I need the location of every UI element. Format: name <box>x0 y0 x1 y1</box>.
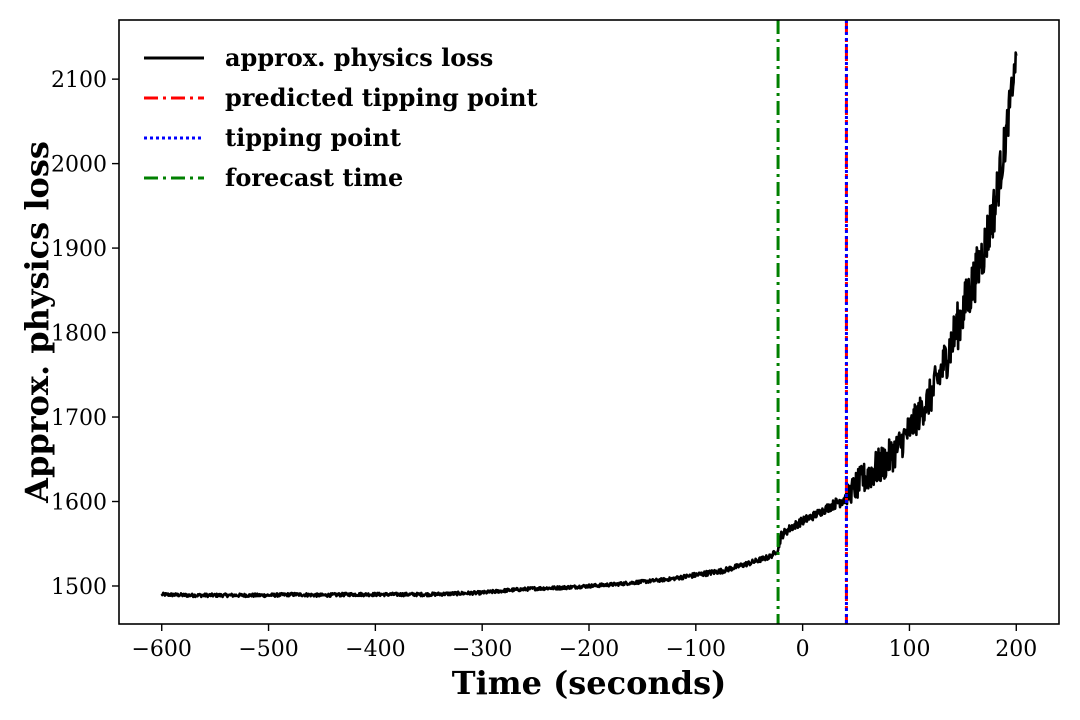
y-tick-label: 2100 <box>51 68 107 93</box>
y-tick-label: 1600 <box>51 491 107 516</box>
x-axis-label: Time (seconds) <box>452 664 726 702</box>
plot-area <box>160 20 1018 624</box>
x-tick-label: −600 <box>132 637 192 662</box>
y-tick-label: 1800 <box>51 322 107 347</box>
legend-label: predicted tipping point <box>225 83 538 112</box>
legend: approx. physics loss predicted tipping po… <box>144 43 538 192</box>
x-tick-label: −100 <box>666 637 726 662</box>
series-approx-physics-loss-line <box>160 51 1018 599</box>
x-tick-label: 200 <box>995 637 1037 662</box>
x-tick-label: −400 <box>345 637 405 662</box>
y-axis-label: Approx. physics loss <box>18 141 56 504</box>
legend-label: forecast time <box>225 163 403 192</box>
plot-frame <box>118 19 1060 625</box>
x-tick-label: 100 <box>888 637 930 662</box>
legend-label: approx. physics loss <box>225 43 493 72</box>
y-axis-ticks: 1500 1600 1700 1800 1900 2000 2100 <box>51 68 119 600</box>
legend-label: tipping point <box>225 123 401 152</box>
y-tick-label: 2000 <box>51 153 107 178</box>
y-tick-label: 1700 <box>51 406 107 431</box>
x-tick-label: −200 <box>559 637 619 662</box>
y-tick-label: 1900 <box>51 237 107 262</box>
x-tick-label: −300 <box>452 637 512 662</box>
x-axis-ticks: −600 −500 −400 −300 −200 −100 0 100 200 <box>132 624 1037 662</box>
y-tick-label: 1500 <box>51 575 107 600</box>
x-tick-label: 0 <box>796 637 810 662</box>
x-tick-label: −500 <box>238 637 298 662</box>
